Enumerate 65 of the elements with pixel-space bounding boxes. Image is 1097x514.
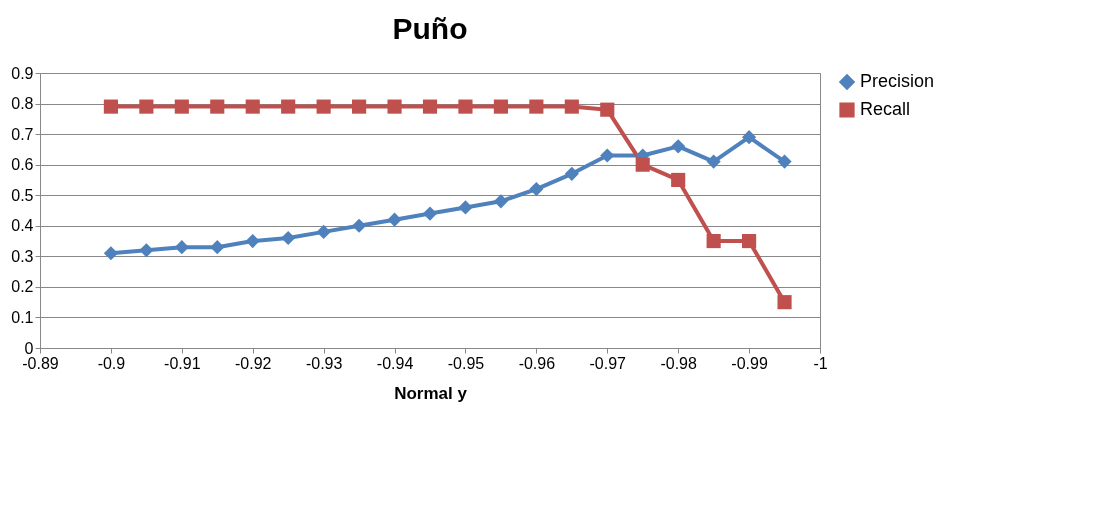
x-tick-label: -0.93 xyxy=(305,354,343,372)
x-tick-label: -0.94 xyxy=(376,354,414,372)
point xyxy=(458,200,473,215)
x-tick-label: -0.95 xyxy=(447,354,485,372)
point xyxy=(529,182,544,197)
point xyxy=(245,99,260,114)
y-tick-label: 0.6 xyxy=(11,156,34,174)
x-tick-label: -1 xyxy=(813,354,828,372)
point xyxy=(352,218,367,233)
point xyxy=(777,154,792,169)
x-tick-label: -0.89 xyxy=(22,354,59,372)
point xyxy=(742,233,757,249)
point xyxy=(281,99,296,114)
y-tick-label: 0.1 xyxy=(11,308,34,326)
x-tick-label: -0.92 xyxy=(234,354,272,372)
point xyxy=(706,154,721,169)
point xyxy=(387,99,402,114)
point xyxy=(245,233,260,249)
y-tick-label: 0.7 xyxy=(11,125,34,143)
y-tick-label: 0.3 xyxy=(11,247,34,265)
point xyxy=(777,295,792,310)
point xyxy=(422,206,438,221)
point xyxy=(316,224,331,239)
point xyxy=(671,139,686,154)
chart-title: Puño xyxy=(392,12,468,45)
point xyxy=(600,102,615,117)
point xyxy=(600,148,615,163)
point xyxy=(139,99,154,114)
y-tick-label: 0 xyxy=(24,339,34,357)
point xyxy=(316,99,331,114)
point xyxy=(529,99,544,114)
point xyxy=(352,99,367,114)
x-tick-label: -0.97 xyxy=(589,354,627,372)
point xyxy=(458,99,473,114)
point xyxy=(103,246,118,261)
point xyxy=(139,243,154,258)
point xyxy=(635,157,650,172)
x-tick-label: -0.98 xyxy=(660,354,698,372)
y-tick-label: 0.8 xyxy=(11,95,34,113)
point xyxy=(422,99,438,114)
point xyxy=(210,99,225,114)
x-tick-label: -0.96 xyxy=(518,354,556,372)
y-tick-label: 0.2 xyxy=(11,278,34,296)
point xyxy=(174,99,189,114)
point xyxy=(210,240,225,255)
point xyxy=(671,172,686,188)
x-axis-title: Normal y xyxy=(394,383,468,403)
point xyxy=(174,240,189,255)
point xyxy=(564,166,579,181)
y-tick-label: 0.5 xyxy=(11,186,34,204)
legend-label: Precision xyxy=(860,71,935,91)
x-tick-label: -0.99 xyxy=(731,354,768,372)
point xyxy=(103,99,118,114)
y-tick-label: 0.9 xyxy=(11,64,34,82)
x-tick-label: -0.9 xyxy=(97,354,126,372)
x-tick-label: -0.91 xyxy=(164,354,201,372)
point xyxy=(281,230,296,246)
point xyxy=(493,99,508,114)
legend-label: Recall xyxy=(860,99,911,119)
point xyxy=(564,99,579,114)
point xyxy=(493,194,508,209)
point xyxy=(706,233,721,249)
y-tick-label: 0.4 xyxy=(11,217,34,235)
point xyxy=(387,212,402,227)
point xyxy=(742,130,757,145)
